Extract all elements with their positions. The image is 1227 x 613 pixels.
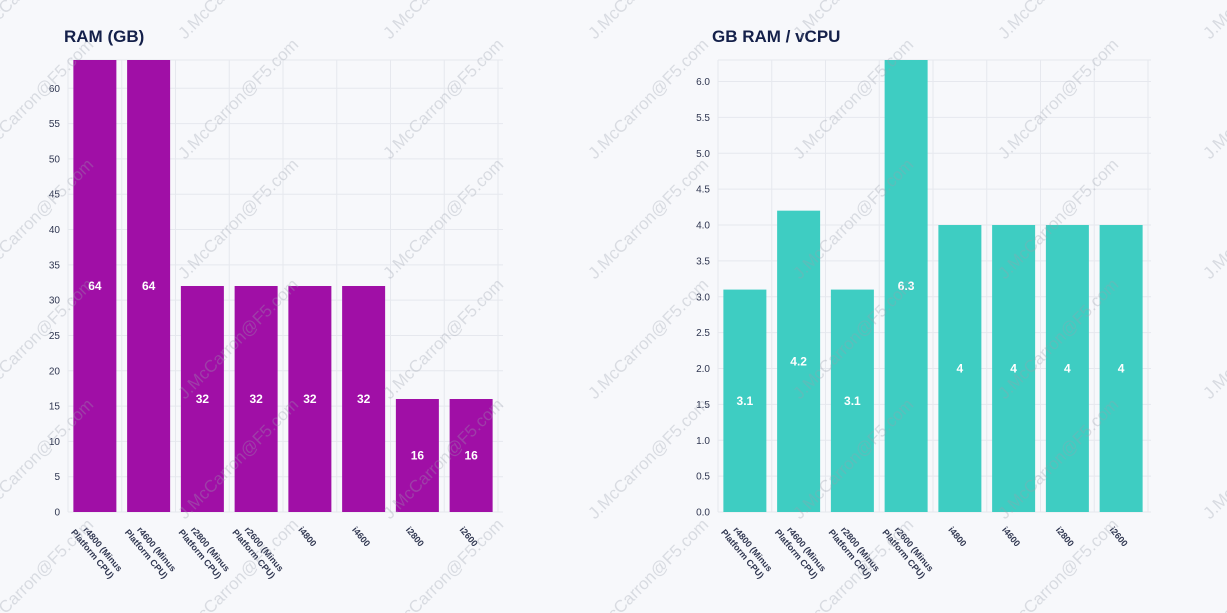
y-tick-label: 60 — [49, 84, 61, 95]
watermark-text: J.McCarron@F5.com — [584, 515, 712, 613]
watermark-text: J.McCarron@F5.com — [584, 35, 712, 163]
watermark-text: J.McCarron@F5.com — [1199, 35, 1227, 163]
bar[interactable] — [449, 399, 493, 512]
x-tick-label: i4600 — [350, 525, 372, 549]
bar[interactable] — [830, 289, 874, 512]
y-tick-label: 0 — [54, 508, 60, 519]
y-tick-label: 35 — [49, 260, 61, 271]
y-tick-label: 30 — [49, 296, 61, 307]
x-tick-label: r2800 (MinusPlatform CPU) — [177, 520, 232, 580]
y-tick-label: 5.0 — [696, 149, 710, 160]
y-tick-label: 20 — [49, 366, 61, 377]
bar[interactable] — [127, 60, 171, 512]
bar-value-label: 4 — [1118, 362, 1125, 376]
bar[interactable] — [938, 225, 982, 512]
x-tick-label: r4800 (MinusPlatform CPU) — [719, 520, 774, 580]
bar-value-label: 16 — [464, 449, 478, 463]
watermark-text: J.McCarron@F5.com — [584, 0, 712, 43]
watermark-text: J.McCarron@F5.com — [1199, 0, 1227, 43]
bar[interactable] — [342, 286, 386, 512]
bar[interactable] — [180, 286, 224, 512]
y-tick-label: 3.5 — [696, 256, 710, 267]
watermark-text: J.McCarron@F5.com — [994, 0, 1122, 43]
watermark-text: J.McCarron@F5.com — [0, 515, 97, 613]
bar-value-label: 32 — [249, 392, 263, 406]
bar[interactable] — [992, 225, 1036, 512]
bar[interactable] — [777, 210, 821, 512]
watermark-text: J.McCarron@F5.com — [1199, 275, 1227, 403]
ram-chart-title: RAM (GB) — [64, 27, 144, 46]
watermark-text: J.McCarron@F5.com — [1199, 155, 1227, 283]
x-tick-label: r4600 (MinusPlatform CPU) — [123, 520, 178, 580]
y-tick-label: 3.0 — [696, 292, 710, 303]
watermark-text: J.McCarron@F5.com — [584, 155, 712, 283]
y-tick-label: 10 — [49, 437, 61, 448]
y-tick-label: 5 — [54, 472, 60, 483]
ram-per-vcpu-chart-title: GB RAM / vCPU — [712, 27, 840, 46]
y-tick-label: 45 — [49, 190, 61, 201]
y-tick-label: 1.0 — [696, 436, 710, 447]
bar-value-label: 32 — [357, 392, 371, 406]
x-tick-label: r4600 (MinusPlatform CPU) — [773, 520, 828, 580]
bar[interactable] — [723, 289, 767, 512]
y-tick-label: 50 — [49, 154, 61, 165]
y-tick-label: 4.5 — [696, 185, 710, 196]
bar-value-label: 4 — [957, 362, 964, 376]
watermark-text: J.McCarron@F5.com — [584, 275, 712, 403]
bar-value-label: 32 — [303, 392, 317, 406]
y-tick-label: 2.0 — [696, 364, 710, 375]
x-tick-label: i2800 — [1054, 525, 1076, 549]
watermark-text: J.McCarron@F5.com — [379, 155, 507, 283]
x-tick-label: i4800 — [946, 525, 968, 549]
watermark-text: J.McCarron@F5.com — [379, 35, 507, 163]
y-tick-label: 0.5 — [696, 472, 710, 483]
bar[interactable] — [1045, 225, 1089, 512]
bar[interactable] — [884, 60, 928, 512]
bar[interactable] — [1099, 225, 1143, 512]
y-tick-label: 6.0 — [696, 77, 710, 88]
y-tick-label: 1.5 — [696, 400, 710, 411]
watermark-text: J.McCarron@F5.com — [379, 0, 507, 43]
y-tick-label: 15 — [49, 402, 61, 413]
watermark-text: J.McCarron@F5.com — [584, 395, 712, 523]
y-tick-label: 40 — [49, 225, 61, 236]
bar[interactable] — [395, 399, 439, 512]
bar-value-label: 6.3 — [898, 279, 915, 293]
bar[interactable] — [288, 286, 332, 512]
y-tick-label: 5.5 — [696, 113, 710, 124]
y-tick-label: 0.0 — [696, 508, 710, 519]
y-tick-label: 55 — [49, 119, 61, 130]
x-tick-label: i2800 — [404, 525, 426, 549]
bar[interactable] — [73, 60, 117, 512]
bar-value-label: 64 — [142, 279, 156, 293]
y-tick-label: 2.5 — [696, 328, 710, 339]
bar-value-label: 16 — [411, 449, 425, 463]
watermark-text: J.McCarron@F5.com — [1199, 515, 1227, 613]
bar[interactable] — [234, 286, 278, 512]
watermark-text: J.McCarron@F5.com — [1199, 395, 1227, 523]
watermark-text: J.McCarron@F5.com — [789, 0, 917, 43]
bar-value-label: 32 — [196, 392, 210, 406]
watermark-text: J.McCarron@F5.com — [379, 275, 507, 403]
watermark-text: J.McCarron@F5.com — [379, 515, 507, 613]
bar-value-label: 4 — [1064, 362, 1071, 376]
bar-value-label: 4 — [1010, 362, 1017, 376]
watermark-text: J.McCarron@F5.com — [994, 35, 1122, 163]
bar-value-label: 3.1 — [844, 394, 861, 408]
y-tick-label: 25 — [49, 331, 61, 342]
bar-value-label: 4.2 — [790, 354, 807, 368]
bar-value-label: 3.1 — [737, 394, 754, 408]
watermark-text: J.McCarron@F5.com — [174, 0, 302, 43]
bar-value-label: 64 — [88, 279, 102, 293]
y-tick-label: 4.0 — [696, 221, 710, 232]
x-tick-label: i4600 — [1000, 525, 1022, 549]
